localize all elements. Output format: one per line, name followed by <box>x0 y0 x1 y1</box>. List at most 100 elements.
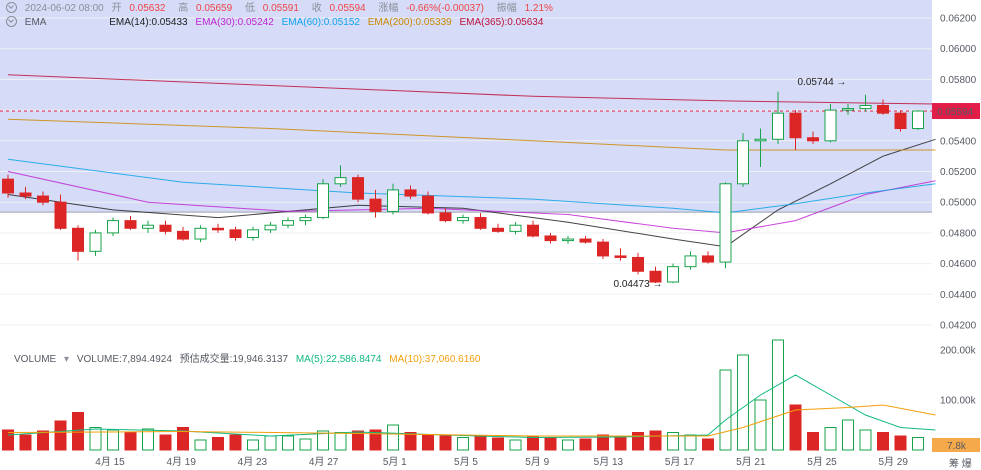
candle <box>597 239 609 259</box>
candles <box>2 91 924 284</box>
volume-bar <box>387 424 399 451</box>
volume-bar <box>597 434 609 451</box>
volume-bar <box>72 412 84 451</box>
ema-indicator-name[interactable]: EMA <box>24 17 47 28</box>
candle <box>142 220 154 233</box>
candle <box>509 222 522 235</box>
date-tick-label: 4月 23 <box>238 456 268 468</box>
volume-bar <box>789 404 802 451</box>
date-tick-label: 4月 15 <box>95 456 125 468</box>
candle <box>562 235 574 244</box>
volume-bar <box>299 438 312 451</box>
volume-tick-label: 200.00k <box>940 346 977 357</box>
candle-datetime: 2024-06-02 08:00 <box>24 3 104 14</box>
volume-bar <box>754 399 767 451</box>
price-tick-label: 0.06000 <box>940 44 977 55</box>
candle <box>894 110 907 132</box>
ohlc-header: 2024-06-02 08:00 开 0.05632 高 0.05659 低 0… <box>0 2 563 16</box>
candle <box>352 174 364 203</box>
volume-bar <box>649 430 662 451</box>
volume-bar <box>37 430 49 451</box>
low-annotation: 0.04473 → <box>614 279 663 290</box>
candle <box>212 223 224 233</box>
price-tick-label: 0.05000 <box>940 198 977 209</box>
volume-ma5: MA(5):22,586.8474 <box>295 354 382 365</box>
candle <box>439 208 452 223</box>
price-tick-label: 0.05800 <box>940 75 977 86</box>
volume-bar <box>422 434 434 451</box>
candle <box>422 191 434 215</box>
candle <box>632 252 644 275</box>
settings-icon[interactable] <box>6 16 17 27</box>
volume-bar <box>352 430 364 451</box>
volume-bar <box>212 437 224 451</box>
annotations: 0.05744 → 0.04473 → <box>614 77 847 290</box>
dropdown-arrow-icon[interactable]: ▾ <box>64 354 70 365</box>
candle <box>614 248 627 261</box>
candle <box>282 217 294 229</box>
volume-bar <box>912 437 924 451</box>
volume-bar <box>544 437 557 451</box>
candle <box>684 251 697 270</box>
price-tick-label: 0.04400 <box>940 290 977 301</box>
volume-bar <box>877 432 889 451</box>
candle <box>334 165 347 187</box>
ema-line-0 <box>7 138 936 248</box>
candle <box>369 189 382 218</box>
volume-indicator-name[interactable]: VOLUME <box>14 354 57 365</box>
volume-bar <box>632 432 644 451</box>
volume-bar <box>439 435 452 451</box>
volume-ma10-line <box>7 404 936 437</box>
volume-bar <box>859 429 872 451</box>
estimated-volume: 预估成交量:19,946.3137 <box>179 354 289 365</box>
volume-bar <box>334 432 347 451</box>
date-tick-label: 5月 25 <box>807 456 837 468</box>
volume-bar <box>124 432 137 451</box>
price-tick-label: 0.06200 <box>940 14 977 25</box>
price-grid <box>0 17 932 326</box>
volume-bar <box>527 435 539 451</box>
candle <box>107 217 119 236</box>
volume-bar <box>842 419 854 451</box>
candle <box>527 220 539 238</box>
candle <box>404 185 417 200</box>
date-axis: 4月 15 4月 19 4月 23 4月 27 5月 1 5月 5 5月 9 5月 13 5月 … <box>95 456 908 468</box>
ema-200-label: EMA(200):0.05339 <box>367 17 452 28</box>
candle <box>177 226 189 241</box>
volume-bar <box>684 434 697 451</box>
date-tick-label: 5月 13 <box>594 456 624 468</box>
high-value: 0.05659 <box>196 3 233 14</box>
candle <box>457 214 469 224</box>
volume-bar <box>894 435 907 451</box>
candle <box>387 183 399 215</box>
volume-bar <box>772 339 784 451</box>
candle <box>194 225 207 243</box>
corner-label[interactable]: 筹 爆 <box>949 459 972 470</box>
volume-bar <box>229 434 242 451</box>
open-value: 0.05632 <box>129 3 166 14</box>
volume-bar <box>562 439 574 451</box>
volume-legend: VOLUME ▾ VOLUME:7,894.4924 预估成交量:19,946.… <box>14 353 485 367</box>
candle <box>912 110 924 131</box>
candle <box>474 212 487 230</box>
volume-bar <box>317 430 329 451</box>
candle <box>754 128 767 167</box>
volume-bar <box>282 435 294 451</box>
date-tick-label: 5月 29 <box>878 456 908 468</box>
date-tick-label: 5月 5 <box>454 456 478 468</box>
volume-bar <box>492 437 504 451</box>
volume-bar <box>89 427 102 451</box>
candle <box>317 179 329 220</box>
current-price-tag <box>932 103 980 120</box>
volume-bar <box>702 438 714 451</box>
volume-bar <box>194 439 207 451</box>
candle <box>229 226 242 241</box>
volume-value: VOLUME:7,894.4924 <box>76 354 172 365</box>
date-tick-label: 5月 17 <box>665 456 695 468</box>
candle <box>37 191 49 206</box>
collapse-icon[interactable] <box>6 2 17 13</box>
price-axis: 0.062000.060000.058000.056000.054000.052… <box>932 14 980 452</box>
highlight-zone <box>0 0 932 213</box>
volume-tick-label: 100.00k <box>940 396 977 407</box>
